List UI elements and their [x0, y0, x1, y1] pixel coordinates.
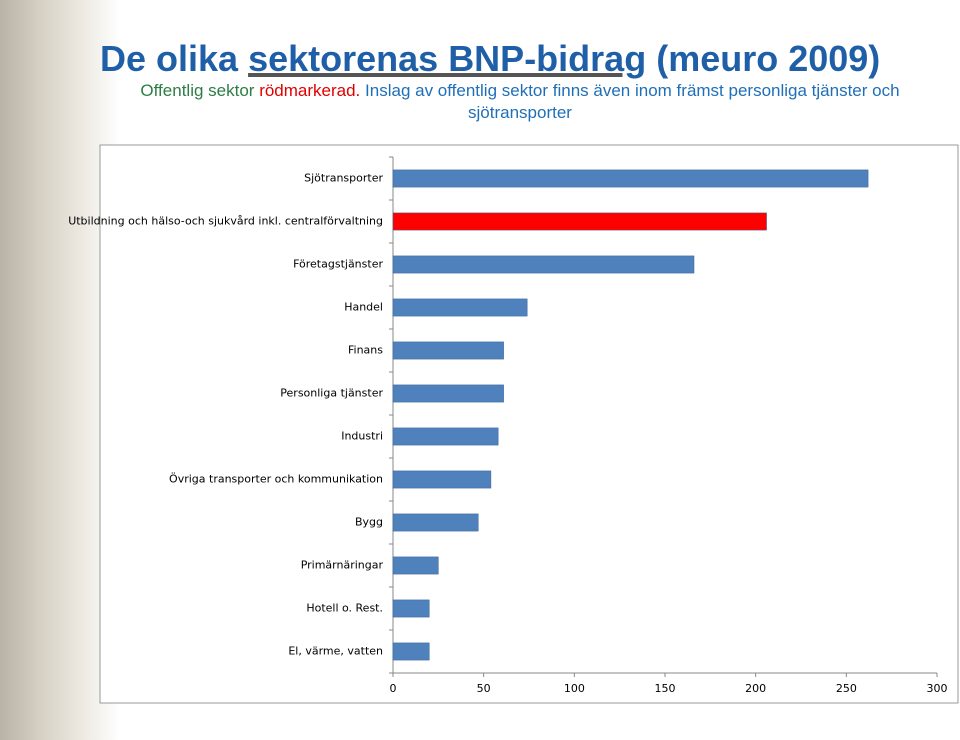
- y-tick-label: Primärnäringar: [301, 559, 384, 572]
- y-tick-label: Företagstjänster: [293, 258, 383, 271]
- y-tick-label: Sjötransporter: [304, 172, 383, 185]
- bar: [392, 642, 430, 661]
- y-tick-label: Industri: [341, 430, 383, 443]
- x-tick-label: 300: [927, 682, 948, 695]
- x-tick-label: 250: [836, 682, 857, 695]
- y-tick-label: Handel: [344, 301, 383, 314]
- x-tick-label: 150: [655, 682, 676, 695]
- subtitle-part: Offentlig sektor: [140, 81, 255, 100]
- title-part: sektorenas BNP-bidrag: [248, 38, 647, 79]
- x-tick-label: 100: [564, 682, 585, 695]
- y-tick-label: Utbildning och hälso-och sjukvård inkl. …: [68, 215, 383, 228]
- slide-title: De olika sektorenas BNP-bidrag (meuro 20…: [100, 38, 940, 80]
- x-tick-label: 200: [745, 682, 766, 695]
- bar: [392, 556, 439, 575]
- y-tick-label: Hotell o. Rest.: [306, 602, 383, 615]
- subtitle: Offentlig sektor rödmarkerad. Inslag av …: [100, 80, 940, 124]
- chart-frame: [99, 144, 959, 704]
- bar: [392, 212, 767, 231]
- bar: [392, 255, 695, 274]
- bar: [392, 470, 492, 489]
- title-part: (meuro 2009): [656, 38, 881, 79]
- bar: [392, 298, 528, 317]
- y-tick-label: Personliga tjänster: [280, 387, 383, 400]
- bar: [392, 169, 869, 188]
- title-part: De olika: [100, 38, 239, 79]
- y-tick-label: El, värme, vatten: [288, 645, 383, 658]
- bar: [392, 427, 499, 446]
- bar: [392, 384, 504, 403]
- bar: [392, 513, 479, 532]
- y-tick-label: Bygg: [355, 516, 383, 529]
- subtitle-part: Inslag av offentlig sektor finns även in…: [365, 81, 900, 122]
- y-tick-label: Övriga transporter och kommunikation: [169, 473, 383, 486]
- bar: [392, 599, 430, 618]
- x-tick-label: 50: [477, 682, 491, 695]
- y-tick-label: Finans: [348, 344, 383, 357]
- x-tick-label: 0: [390, 682, 397, 695]
- subtitle-part: rödmarkerad.: [259, 81, 361, 100]
- bar: [392, 341, 504, 360]
